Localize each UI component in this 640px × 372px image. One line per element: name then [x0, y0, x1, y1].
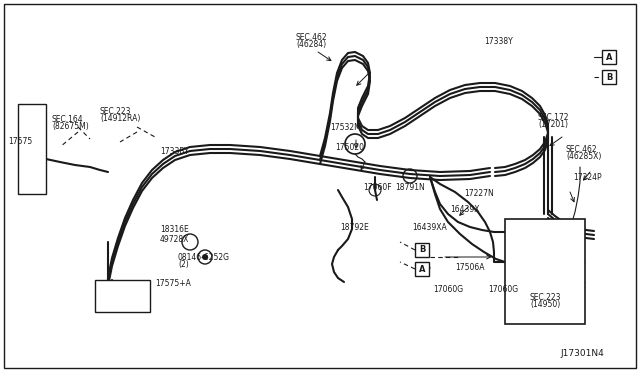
Text: 17532M: 17532M [330, 122, 361, 131]
Text: SEC.172: SEC.172 [538, 112, 570, 122]
Text: 17227N: 17227N [464, 189, 493, 199]
Bar [602, 70, 616, 84]
Text: 17575: 17575 [8, 138, 32, 147]
Text: J17301N4: J17301N4 [560, 350, 604, 359]
Text: (14912RA): (14912RA) [100, 115, 140, 124]
Text: (17201): (17201) [538, 119, 568, 128]
Bar [415, 262, 429, 276]
Bar [602, 50, 616, 64]
Text: (14950): (14950) [530, 299, 560, 308]
Text: 08146-6252G: 08146-6252G [178, 253, 230, 262]
Text: 17224P: 17224P [573, 173, 602, 182]
Text: SEC.223: SEC.223 [530, 292, 561, 301]
Text: (82675M): (82675M) [52, 122, 89, 131]
Text: 17338Y: 17338Y [484, 38, 513, 46]
Text: SEC.462: SEC.462 [296, 32, 328, 42]
Text: (46285X): (46285X) [566, 153, 602, 161]
Text: 16439XA: 16439XA [412, 222, 447, 231]
Text: 17060G: 17060G [433, 285, 463, 295]
Bar [505, 219, 585, 324]
Text: 18792E: 18792E [340, 222, 369, 231]
Text: 175020: 175020 [335, 142, 364, 151]
Text: 17575+A: 17575+A [155, 279, 191, 289]
Text: B: B [606, 73, 612, 81]
Text: 16439X: 16439X [450, 205, 479, 215]
Text: 17060F: 17060F [363, 183, 392, 192]
Text: A: A [419, 264, 425, 273]
Text: SEC.164: SEC.164 [52, 115, 84, 125]
Text: (2): (2) [178, 260, 189, 269]
Bar [415, 243, 429, 257]
Text: 18791N: 18791N [395, 183, 425, 192]
Text: A: A [605, 52, 612, 61]
Bar [18, 104, 46, 194]
Text: SEC.462: SEC.462 [566, 145, 598, 154]
Text: 17060G: 17060G [488, 285, 518, 295]
Text: B: B [419, 246, 425, 254]
Text: 18316E: 18316E [160, 225, 189, 234]
Circle shape [202, 254, 208, 260]
Text: 17506A: 17506A [455, 263, 484, 272]
Text: 1733BY: 1733BY [160, 148, 189, 157]
Text: (46284): (46284) [296, 39, 326, 48]
Text: 49728X: 49728X [160, 235, 189, 244]
Bar [95, 280, 150, 312]
Text: SEC.223: SEC.223 [100, 108, 131, 116]
